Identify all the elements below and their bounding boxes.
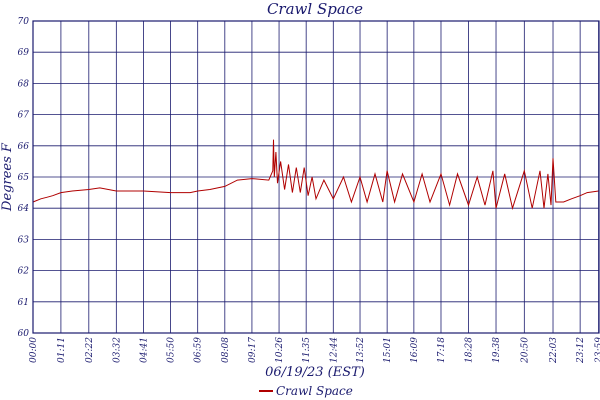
x-tick-label: 08:08 [221, 337, 231, 363]
x-tick-label: 22:03 [549, 337, 559, 364]
x-tick-label: 18:28 [465, 337, 475, 363]
plot-frame [32, 20, 600, 334]
y-axis-label: Degrees F [0, 142, 15, 212]
x-tick-label: 05:50 [167, 337, 177, 363]
y-tick-label: 63 [18, 235, 30, 245]
x-tick-label: 11:35 [302, 337, 312, 363]
series-line [32, 139, 599, 211]
chart-title: Crawl Space [267, 0, 363, 18]
x-tick-label: 00:00 [29, 337, 39, 363]
y-tick-label: 66 [18, 142, 30, 152]
x-tick-label: 13:52 [356, 337, 366, 363]
y-tick-label: 65 [18, 173, 30, 183]
x-tick-label: 12:44 [329, 337, 339, 363]
y-tick-label: 62 [18, 267, 30, 277]
y-tick-label: 69 [18, 48, 30, 58]
x-axis-label: 06/19/23 (EST) [265, 365, 365, 380]
y-tick-label: 70 [18, 17, 30, 27]
x-tick-label: 06:59 [194, 337, 204, 363]
x-tick-label: 09:17 [248, 337, 258, 363]
y-tick-label: 67 [18, 111, 30, 121]
x-tick-label: 20:50 [520, 337, 530, 364]
legend: Crawl Space [259, 384, 353, 398]
y-tick-label: 61 [18, 298, 29, 308]
y-tick-labels: 60 61 62 63 64 65 66 67 68 69 70 [18, 17, 30, 339]
series-layer [32, 139, 599, 211]
x-tick-label: 23:12 [576, 337, 586, 364]
x-tick-label: 10:26 [275, 337, 285, 363]
y-tick-label: 60 [18, 329, 30, 339]
x-tick-label: 02:22 [85, 337, 95, 363]
x-tick-label: 16:09 [410, 337, 420, 363]
x-tick-label: 15:01 [383, 337, 393, 363]
x-tick-label: 23:59 [595, 337, 600, 364]
x-tick-label: 19:38 [492, 337, 502, 363]
x-tick-label: 04:41 [139, 337, 149, 363]
x-tick-label: 03:32 [112, 337, 122, 363]
x-tick-labels: 00:00 01:11 02:22 03:32 04:41 05:50 06:59 08:08… [29, 337, 600, 364]
grid [32, 20, 600, 334]
x-tick-label: 17:18 [437, 337, 447, 363]
y-tick-label: 64 [18, 204, 30, 214]
legend-label: Crawl Space [276, 384, 353, 398]
x-tick-label: 01:11 [57, 337, 67, 363]
y-tick-label: 68 [18, 79, 30, 89]
